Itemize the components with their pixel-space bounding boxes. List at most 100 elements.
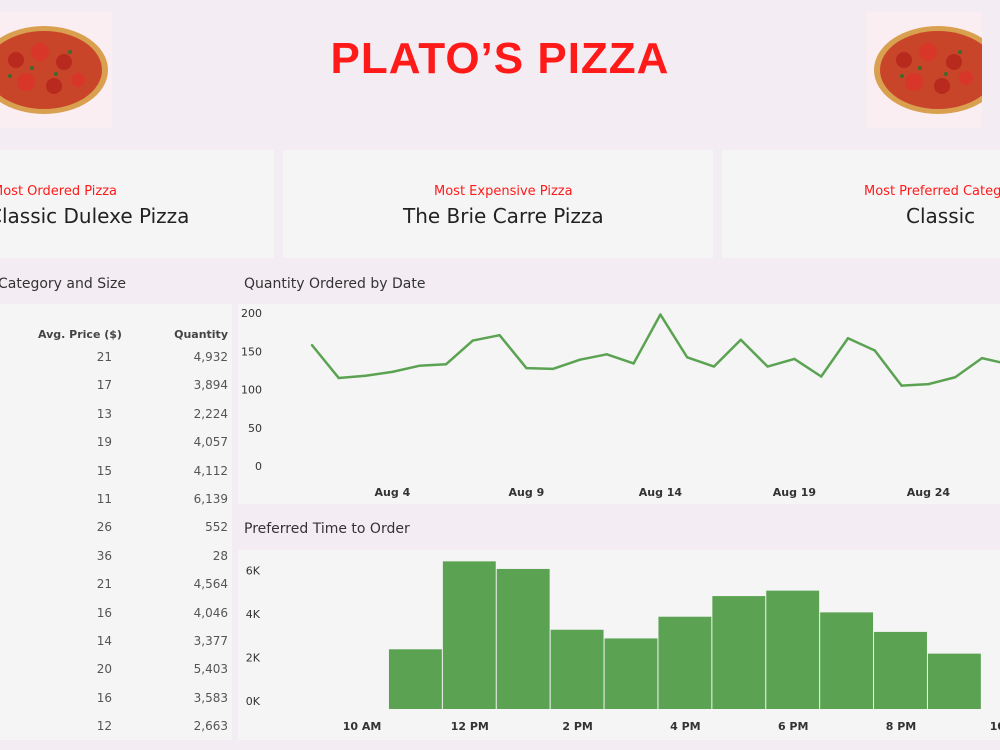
y-tick-label: 100 (241, 384, 262, 397)
quantity-cell: 552 (205, 520, 228, 535)
line-point (498, 333, 501, 337)
table-section-title: Category and Size (0, 276, 126, 292)
quantity-cell: 3,377 (193, 634, 228, 648)
table-row: 19 4,057 (0, 435, 232, 453)
quantity-by-date-chart: 0 50 100 150 200 Aug 4 Aug 9 Aug 14 Aug 19 Aug 24 (241, 307, 1000, 499)
quantity-cell: 6,139 (193, 492, 228, 506)
time-bar (820, 612, 874, 709)
x-tick-label: Aug 14 (639, 486, 683, 499)
line-point (793, 357, 796, 361)
line-point (391, 370, 394, 374)
table-row: 16 4,046 (0, 606, 232, 624)
kpi-value: Classic (906, 204, 976, 228)
kpi-value: The Brie Carre Pizza (403, 204, 604, 228)
avg-price-cell: 14 (96, 634, 112, 648)
x-tick-label: 6 PM (778, 720, 809, 733)
line-point (552, 367, 555, 371)
line-point (927, 382, 930, 386)
time-bar (442, 561, 496, 709)
x-tick-label: Aug 9 (509, 486, 545, 499)
kpi-most-preferred-category: Most Preferred Category Classic (722, 150, 1000, 258)
y-tick-label: 6K (246, 565, 261, 578)
x-tick-label: 10 PM (990, 720, 1000, 733)
line-point (418, 364, 421, 367)
line-point (820, 375, 823, 378)
quantity-cell: 2,663 (193, 719, 228, 734)
avg-price-cell: 17 (96, 378, 112, 393)
kpi-most-expensive: Most Expensive Pizza The Brie Carre Pizz… (283, 150, 713, 258)
line-section-title: Quantity Ordered by Date (244, 276, 426, 292)
category-size-table: Avg. Price ($) Quantity 21 4,932 17 3,894 13… (0, 304, 232, 740)
quantity-cell: 4,564 (193, 577, 228, 592)
x-tick-label: 4 PM (670, 720, 701, 733)
line-point (605, 353, 608, 356)
kpi-value: Classic Dulexe Pizza (0, 204, 190, 228)
avg-price-cell: 36 (96, 548, 112, 563)
line-point (632, 362, 635, 365)
preferred-time-chart: 0K 2K 4K 6K 10 AM 12 PM 2 PM 4 PM 6 PM 8 PM 10 PM (246, 561, 1000, 733)
kpi-label: Most Ordered Pizza (0, 184, 117, 199)
line-point (659, 313, 662, 316)
line-point (471, 339, 474, 342)
time-bar (496, 568, 550, 709)
pizza-image-right (866, 12, 982, 128)
line-point (873, 349, 876, 352)
x-tick-label: 2 PM (562, 720, 593, 733)
line-point (578, 358, 582, 361)
avg-price-cell: 12 (96, 719, 112, 734)
table-row: 26 552 (0, 520, 232, 538)
pizza-image-left (0, 12, 112, 128)
time-bar (712, 596, 766, 709)
bar-section-title: Preferred Time to Order (244, 521, 410, 537)
line-point (954, 376, 957, 379)
table-row: 21 4,932 (0, 350, 232, 368)
line-point (846, 337, 850, 340)
avg-price-cell: 13 (96, 406, 112, 421)
x-tick-label: 10 AM (343, 720, 382, 733)
table-row: 17 3,894 (0, 378, 232, 396)
table-row: 11 6,139 (0, 492, 232, 510)
quantity-cell: 3,583 (193, 690, 228, 705)
time-bar (604, 638, 658, 709)
table-row: 36 28 (0, 549, 232, 567)
x-tick-label: Aug 4 (375, 486, 411, 499)
avg-price-cell: 11 (96, 492, 112, 506)
quantity-cell: 4,057 (193, 435, 228, 450)
table-row: 20 5,403 (0, 662, 232, 680)
time-bar (766, 590, 820, 709)
quantity-cell: 4,112 (193, 463, 228, 478)
x-tick-label: 12 PM (451, 720, 489, 733)
y-tick-label: 150 (241, 345, 262, 358)
time-bar (550, 629, 604, 709)
line-point (712, 365, 716, 368)
table-row: 21 4,564 (0, 577, 232, 595)
kpi-label: Most Preferred Category (864, 184, 1000, 199)
bar-chart-panel: 0K 2K 4K 6K 10 AM 12 PM 2 PM 4 PM 6 PM 8 PM 10 PM (238, 550, 1000, 740)
y-tick-label: 0 (255, 460, 262, 473)
line-point (900, 384, 903, 387)
column-header-quantity: Quantity (174, 328, 228, 341)
table-row: 16 3,583 (0, 691, 232, 709)
quantity-cell: 4,046 (193, 605, 228, 620)
x-tick-label: Aug 24 (907, 486, 951, 499)
avg-price-cell: 19 (96, 435, 112, 450)
line-point (444, 363, 448, 366)
table-row: 15 4,112 (0, 464, 232, 482)
avg-price-cell: 21 (96, 350, 112, 364)
y-tick-label: 0K (246, 695, 261, 708)
dashboard-title: PLATO’S PIZZA (330, 34, 670, 83)
avg-price-cell: 16 (96, 605, 112, 620)
x-tick-label: Aug 19 (773, 486, 816, 499)
table-row: 13 2,224 (0, 407, 232, 425)
quantity-cell: 5,403 (193, 662, 228, 677)
line-point (739, 338, 742, 341)
column-header-avg-price: Avg. Price ($) (38, 328, 122, 341)
quantity-series-line (311, 313, 1000, 387)
avg-price-cell: 20 (96, 662, 112, 677)
table-row: 12 2,663 (0, 719, 232, 737)
table-row: 14 3,377 (0, 634, 232, 652)
quantity-cell: 28 (212, 548, 228, 563)
y-tick-label: 50 (248, 422, 262, 435)
y-tick-label: 200 (241, 307, 262, 320)
time-bar (927, 653, 981, 709)
